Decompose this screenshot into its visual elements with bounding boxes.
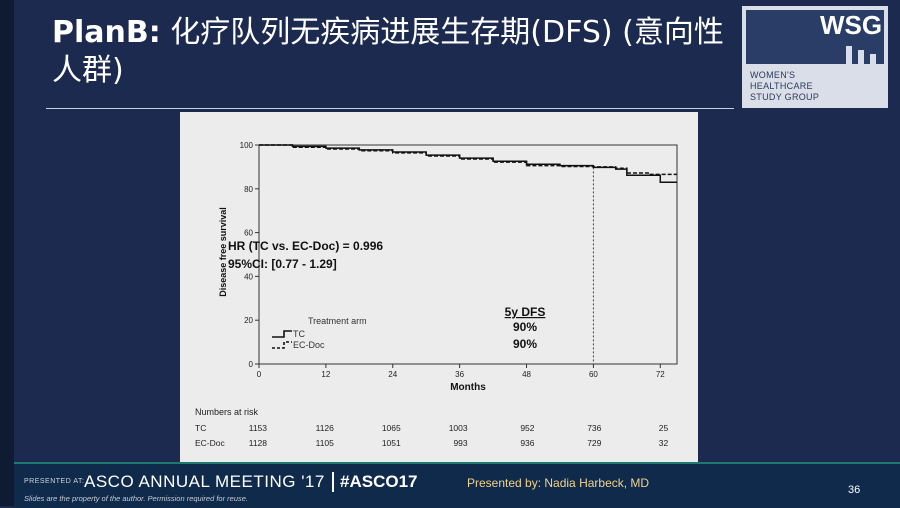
x-tick-label: 48 xyxy=(522,370,531,379)
km-chart: 0 12 24 36 48 60 72 0 20 40 60 80 100 HR (TC vs. EC-… xyxy=(180,112,698,462)
title-text: 化疗队列无疾病进展生存期(DFS) (意向性人群) xyxy=(52,15,724,88)
logo-line-2: HEALTHCARE xyxy=(750,81,813,91)
page-number: 36 xyxy=(848,484,861,496)
logo-abbr: WSG xyxy=(820,10,882,40)
reuse-note: Slides are the property of the author. P… xyxy=(24,494,249,503)
y-axis-label: Disease free survival xyxy=(218,207,228,297)
chart-background xyxy=(180,112,698,462)
risk-cell: 1128 xyxy=(249,438,268,448)
meeting-hashtag: #ASCO17 xyxy=(340,472,418,491)
series-layer xyxy=(259,144,677,183)
risk-cell: 1153 xyxy=(249,423,268,433)
risk-cell: 1003 xyxy=(449,423,468,433)
y-tick-label: 100 xyxy=(240,141,254,150)
risk-cell: 936 xyxy=(520,438,534,448)
legend-label-tc: TC xyxy=(293,329,305,339)
y-tick-label: 80 xyxy=(244,185,253,194)
risk-cell: 1065 xyxy=(382,423,401,433)
legend-entry-ecdoc: EC-Doc xyxy=(272,340,325,350)
title-bold: PlanB: xyxy=(52,15,161,50)
risk-table: TC 1153 1126 1065 1003 952 736 25 EC-Doc 1128 1105… xyxy=(195,423,669,448)
risk-cell: 1051 xyxy=(382,438,401,448)
x-tick-label: 72 xyxy=(656,370,665,379)
x-tick-label: 36 xyxy=(455,370,464,379)
logo-graphic: WSG xyxy=(742,6,888,108)
wsg-logo: WSG WOMEN'S HEALTHCARE STUDY GROUP xyxy=(742,6,888,108)
meeting-name: ASCO ANNUAL MEETING '17 xyxy=(84,472,325,491)
risk-cell: 1126 xyxy=(316,423,335,433)
risk-table-title: Numbers at risk xyxy=(195,407,259,417)
presented-at-label: PRESENTED AT: xyxy=(24,478,85,485)
plot-frame xyxy=(258,144,678,365)
legend-line-tc xyxy=(272,330,292,338)
risk-row-label: TC xyxy=(195,423,206,433)
logo-caption: WOMEN'S HEALTHCARE STUDY GROUP xyxy=(750,70,819,103)
x-axis-label: Months xyxy=(450,382,486,393)
x-tick-label: 0 xyxy=(257,370,262,379)
dfs-title: 5y DFS xyxy=(505,305,546,319)
slide-title: PlanB: 化疗队列无疾病进展生存期(DFS) (意向性人群) xyxy=(52,14,732,90)
y-tick-label: 40 xyxy=(244,272,253,281)
hr-annotation: HR (TC vs. EC-Doc) = 0.996 xyxy=(228,239,383,253)
risk-cell: 25 xyxy=(659,423,669,433)
risk-cell: 736 xyxy=(587,423,601,433)
risk-cell: 32 xyxy=(659,438,669,448)
series-line-ecdoc xyxy=(259,144,677,176)
dfs-tc: 90% xyxy=(513,320,537,334)
y-tick-label: 0 xyxy=(249,360,254,369)
risk-cell: 952 xyxy=(520,423,534,433)
title-divider xyxy=(46,108,734,109)
x-tick-label: 60 xyxy=(589,370,598,379)
left-edge-bar xyxy=(0,0,14,506)
presenter: Presented by: Nadia Harbeck, MD xyxy=(467,476,650,490)
chart-axes: 0 12 24 36 48 60 72 0 20 40 60 80 100 xyxy=(240,141,678,379)
x-tick-label: 24 xyxy=(388,370,397,379)
dfs-ecdoc: 90% xyxy=(513,337,537,351)
y-tick-label: 20 xyxy=(244,316,253,325)
chart-panel: 0 12 24 36 48 60 72 0 20 40 60 80 100 HR (TC vs. EC-… xyxy=(180,112,698,462)
legend-title: Treatment arm xyxy=(308,316,367,326)
risk-cell: 993 xyxy=(453,438,467,448)
logo-line-3: STUDY GROUP xyxy=(750,92,820,102)
footer-separator xyxy=(332,472,334,492)
legend-label-ecdoc: EC-Doc xyxy=(293,340,325,350)
legend-line-ecdoc xyxy=(272,341,292,349)
risk-row-label: EC-Doc xyxy=(195,438,226,448)
footer-bar: PRESENTED AT: ASCO ANNUAL MEETING '17 #A… xyxy=(14,462,900,508)
risk-cell: 729 xyxy=(587,438,601,448)
risk-cell: 1105 xyxy=(316,438,335,448)
legend-entry-tc: TC xyxy=(272,329,305,339)
logo-line-1: WOMEN'S xyxy=(750,70,796,80)
x-tick-label: 12 xyxy=(321,370,330,379)
y-tick-label: 60 xyxy=(244,229,253,238)
ci-annotation: 95%CI: [0.77 - 1.29] xyxy=(228,257,337,271)
